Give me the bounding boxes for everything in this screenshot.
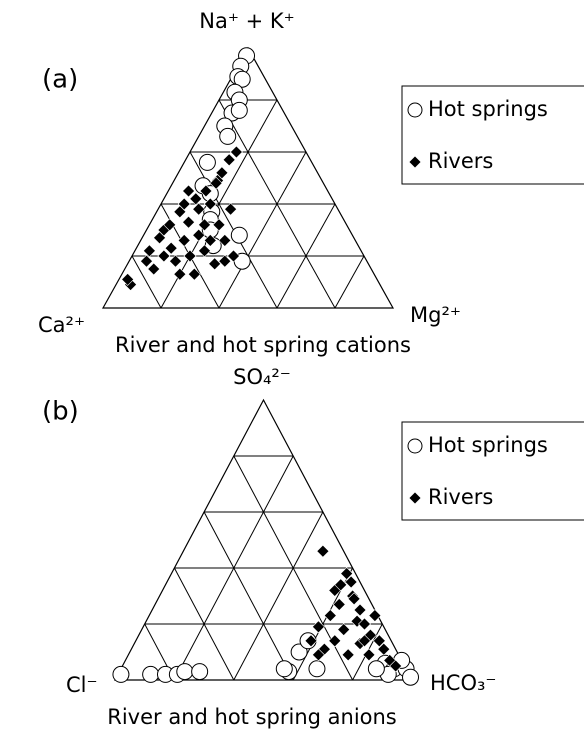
river-point bbox=[227, 249, 240, 263]
hot-spring-point bbox=[219, 127, 237, 145]
hot-spring-point bbox=[233, 70, 251, 88]
legend-label: Hot springs bbox=[428, 433, 548, 457]
river-point bbox=[368, 609, 382, 623]
grid-line bbox=[233, 511, 324, 681]
river-point bbox=[353, 603, 367, 617]
river-point bbox=[316, 544, 330, 558]
river-point bbox=[182, 184, 195, 198]
river-point bbox=[208, 257, 222, 271]
river-point bbox=[192, 202, 206, 216]
river-point bbox=[164, 241, 178, 255]
hot-spring-point bbox=[230, 101, 248, 119]
river-point bbox=[192, 228, 206, 242]
river-point bbox=[187, 267, 201, 281]
river-point bbox=[323, 609, 337, 623]
river-point bbox=[304, 634, 318, 648]
legend-marker bbox=[408, 491, 422, 505]
hot-spring-point bbox=[176, 663, 194, 681]
river-point bbox=[121, 272, 135, 286]
river-point bbox=[199, 184, 213, 198]
chart-title: River and hot spring anions bbox=[107, 705, 397, 729]
hot-spring-point bbox=[112, 665, 130, 683]
river-point bbox=[153, 231, 166, 245]
river-point bbox=[183, 249, 197, 263]
river-point bbox=[218, 254, 232, 268]
river-point bbox=[222, 153, 236, 167]
river-point bbox=[142, 244, 156, 258]
river-point bbox=[389, 659, 403, 673]
river-point bbox=[340, 567, 354, 581]
panel-label: (a) bbox=[42, 65, 78, 95]
river-point bbox=[189, 192, 203, 206]
river-point bbox=[362, 648, 376, 662]
river-point bbox=[358, 617, 371, 631]
vertex-label: HCO₃⁻ bbox=[430, 671, 497, 695]
river-point bbox=[358, 634, 371, 648]
river-point bbox=[341, 648, 355, 662]
river-point bbox=[157, 249, 171, 263]
grid-line bbox=[276, 203, 336, 309]
vertex-label: Mg²⁺ bbox=[410, 303, 461, 327]
river-point bbox=[337, 623, 351, 637]
grid-line bbox=[173, 567, 235, 681]
grid-line bbox=[131, 255, 162, 309]
hot-spring-point bbox=[142, 665, 160, 683]
legend-label: Rivers bbox=[428, 149, 493, 173]
grid-line bbox=[218, 151, 307, 309]
river-point bbox=[312, 648, 325, 662]
river-point bbox=[344, 575, 358, 589]
river-point bbox=[163, 218, 177, 232]
river-point bbox=[198, 244, 211, 258]
river-point bbox=[312, 620, 325, 634]
triangle-frame bbox=[101, 46, 395, 309]
legend-marker bbox=[407, 102, 423, 118]
river-point bbox=[147, 262, 161, 276]
river-point bbox=[173, 205, 187, 219]
hot-spring-point bbox=[308, 660, 326, 678]
hot-spring-point bbox=[230, 226, 248, 244]
river-point bbox=[182, 215, 195, 229]
vertex-label: Cl⁻ bbox=[66, 673, 98, 697]
river-point bbox=[203, 197, 217, 211]
hot-spring-point bbox=[402, 668, 420, 686]
grid-line bbox=[203, 511, 294, 681]
river-point bbox=[224, 202, 238, 216]
river-point bbox=[173, 267, 187, 281]
river-point bbox=[203, 233, 217, 247]
river-point bbox=[332, 597, 346, 611]
legend-label: Hot springs bbox=[428, 97, 548, 121]
legend-marker bbox=[407, 438, 423, 454]
river-point bbox=[169, 254, 182, 268]
vertex-label: SO₄²⁻ bbox=[233, 365, 291, 389]
river-point bbox=[218, 233, 232, 247]
hot-spring-point bbox=[367, 660, 385, 678]
river-point bbox=[372, 634, 386, 648]
river-point bbox=[212, 218, 226, 232]
legend-box bbox=[401, 85, 584, 185]
hot-spring-point bbox=[275, 660, 293, 678]
triangle-frame bbox=[114, 398, 413, 681]
river-point bbox=[328, 634, 342, 648]
river-point bbox=[177, 233, 191, 247]
river-point bbox=[347, 592, 361, 606]
panel-label: (b) bbox=[42, 397, 79, 427]
hot-spring-point bbox=[290, 643, 308, 661]
legend-box bbox=[401, 421, 584, 521]
river-point bbox=[377, 642, 391, 656]
hot-spring-point bbox=[198, 153, 216, 171]
vertex-label: Na⁺ + K⁺ bbox=[199, 9, 294, 33]
legend-label: Rivers bbox=[428, 485, 493, 509]
legend-marker bbox=[408, 155, 422, 169]
river-point bbox=[229, 145, 243, 159]
river-point bbox=[209, 176, 223, 190]
river-point bbox=[334, 578, 348, 592]
vertex-label: Ca²⁺ bbox=[38, 313, 85, 337]
grid-line bbox=[334, 255, 365, 309]
hot-spring-point bbox=[191, 663, 209, 681]
chart-title: River and hot spring cations bbox=[115, 333, 411, 357]
river-point bbox=[140, 254, 153, 268]
river-point bbox=[198, 218, 211, 232]
